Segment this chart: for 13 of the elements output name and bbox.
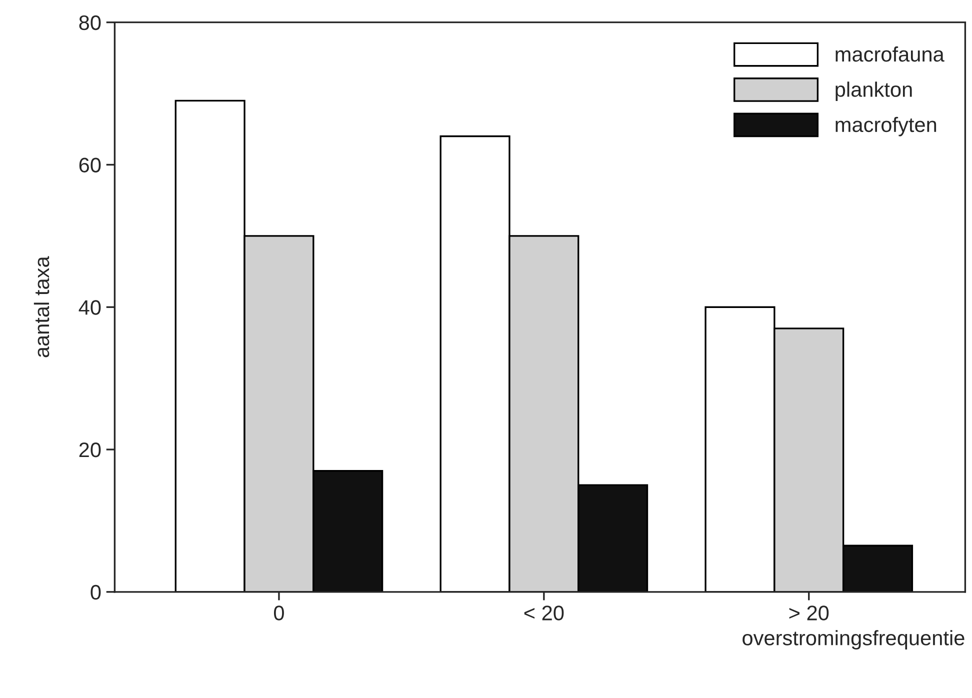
legend-label: plankton [836,82,912,102]
x-tick-label: > 20 [789,606,829,620]
y-tick-label: 80 [79,15,101,30]
y-tick-label: 40 [78,300,101,315]
y-tick-label: 0 [90,584,101,600]
x-axis-title: overstromingsfrequentie [742,630,964,650]
x-tick-label: < 20 [524,606,564,620]
y-axis-title: aantal taxa [34,256,50,358]
y-tick-label: 20 [79,442,101,458]
y-tick-label: 60 [79,158,101,172]
legend-label: macrofyten [836,116,936,136]
x-tick-label: 0 [274,606,284,620]
legend-label: macrofauna [836,46,944,62]
